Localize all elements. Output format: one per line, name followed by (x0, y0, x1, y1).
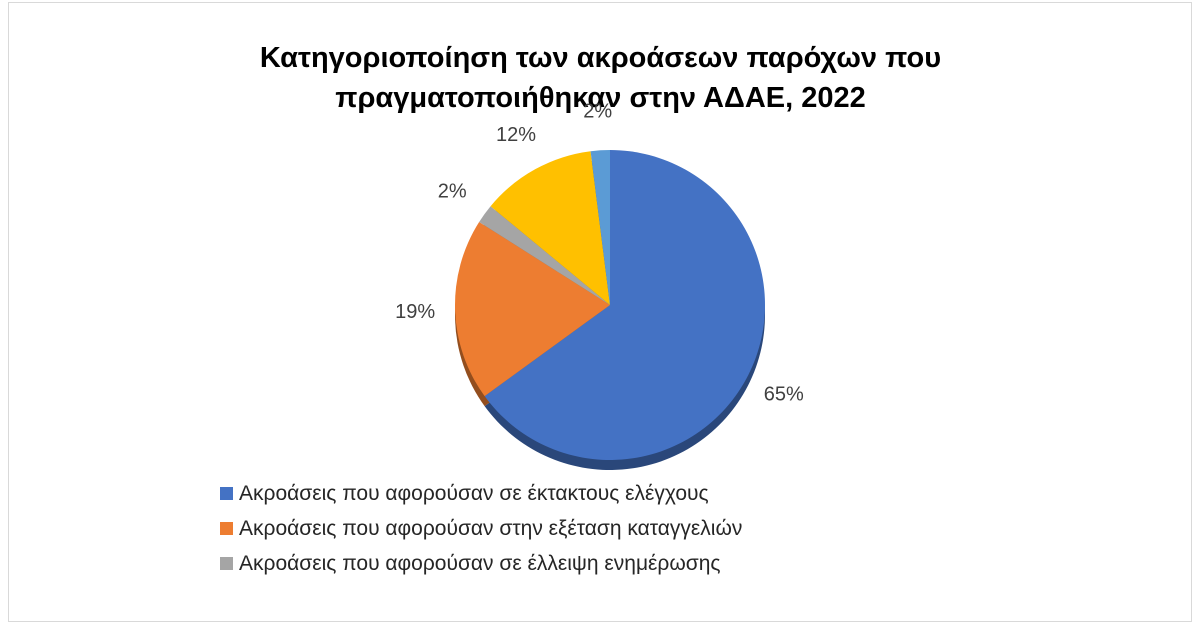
data-label-0: 65% (764, 384, 804, 406)
data-label-3: 12% (496, 124, 536, 146)
legend-swatch-1 (220, 522, 233, 535)
legend-label-0: Ακροάσεις που αφορούσαν σε έκτακτους ελέ… (239, 481, 709, 505)
pie-slice-4 (590, 150, 610, 305)
pie-slice-1 (455, 221, 610, 397)
legend-item-1: Ακροάσεις που αφορούσαν στην εξέταση κατ… (220, 511, 742, 546)
data-label-2: 2% (438, 180, 467, 202)
chart-title: Κατηγοριοποίηση των ακροάσεων παρόχων πο… (0, 38, 1201, 118)
legend-swatch-0 (220, 487, 233, 500)
chart-legend: Ακροάσεις που αφορούσαν σε έκτακτους ελέ… (220, 476, 742, 581)
legend-item-2: Ακροάσεις που αφορούσαν σε έλλειψη ενημέ… (220, 546, 742, 581)
legend-item-0: Ακροάσεις που αφορούσαν σε έκτακτους ελέ… (220, 476, 742, 511)
chart-title-line-2: πραγματοποιήθηκαν στην ΑΔΑΕ, 2022 (335, 82, 866, 114)
legend-swatch-2 (220, 557, 233, 570)
pie-slice-2 (479, 206, 610, 305)
chart-title-line-1: Κατηγοριοποίηση των ακροάσεων παρόχων πο… (259, 42, 942, 74)
legend-label-1: Ακροάσεις που αφορούσαν στην εξέταση κατ… (239, 516, 743, 540)
legend-label-2: Ακροάσεις που αφορούσαν σε έλλειψη ενημέ… (239, 551, 721, 575)
data-label-1: 19% (395, 301, 435, 323)
pie-slice-0 (484, 150, 765, 461)
pie-slice-3 (490, 151, 610, 305)
data-label-4: 2% (583, 100, 612, 122)
